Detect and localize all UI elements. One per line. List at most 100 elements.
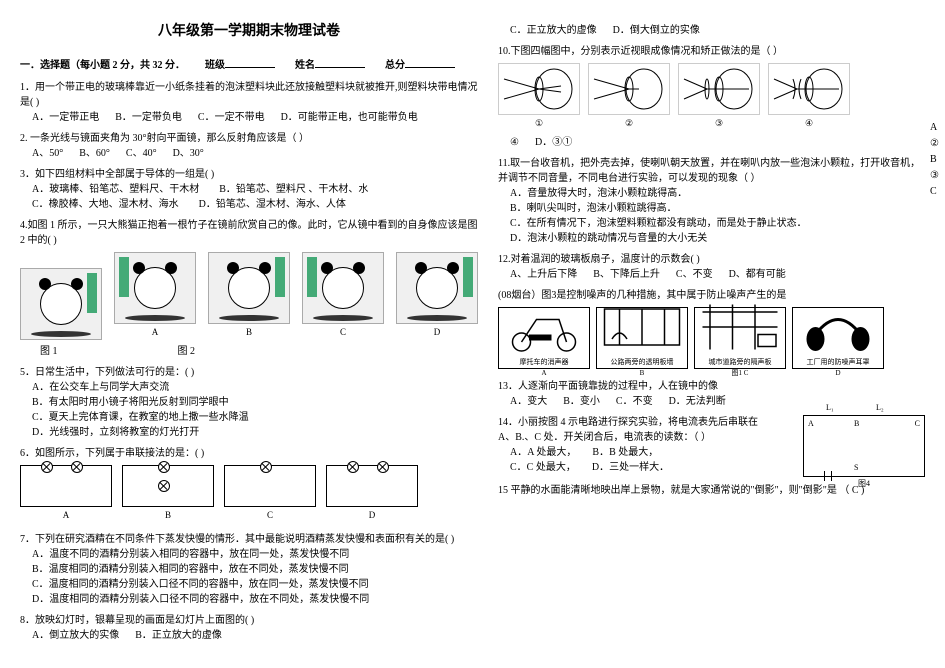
q2-optC: C、40° (126, 146, 157, 161)
eye-4 (768, 63, 850, 115)
q5-optA: A．在公交车上与同学大声交流 (32, 380, 478, 395)
q12-optC: C、不变 (676, 267, 713, 282)
panda-fig1 (20, 268, 102, 340)
fig1-label: 图 1 (40, 344, 58, 359)
q1-optA: A．一定带正电 (32, 110, 99, 125)
road-wall-icon (597, 297, 687, 357)
eye-1 (498, 63, 580, 115)
q7-optB: B．温度相同的酒精分别装入相同的容器中，放在不同处，蒸发快慢不同 (32, 562, 478, 577)
q14-b: B (854, 418, 859, 430)
q14-c: C (915, 418, 920, 430)
q11-optA: A．音量放得大时，泡沫小颗粒跳得高． (510, 186, 925, 201)
circuit-C (224, 465, 316, 507)
q11-optD: D．泡沫小颗粒的跳动情况与音量的大小无关 (510, 231, 925, 246)
class-blank[interactable] (225, 57, 275, 68)
q3-optB: B．铅笔芯、塑料尺 、干木材、水 (219, 184, 368, 195)
side-B: B (930, 152, 939, 168)
question-5: 5．日常生活中，下列做法可行的是：( ) A．在公交车上与同学大声交流 B．有太… (20, 365, 478, 440)
q7-optD: D．温度相同的酒精分别装入口径不同的容器中，放在不同处，蒸发快慢不同 (32, 592, 478, 607)
q4-labelA: A (114, 326, 196, 340)
q10-opt-4: ④ (510, 135, 519, 150)
noise-labelB-text: 公路两旁的透明板墙 (611, 358, 674, 366)
q14-optC: C．C 处最大， (510, 460, 576, 475)
q6-labelA: A (20, 509, 112, 523)
eye-2 (588, 63, 670, 115)
q4-text: 4.如图 1 所示，一只大熊猫正抱着一根竹子在镜前欣赏自己的像。此时，它从镜中看… (20, 218, 478, 248)
question-3: 3．如下四组材料中全部属于导体的一组是( ) A．玻璃棒、铅笔芯、塑料尺、干木材… (20, 167, 478, 212)
question-8: 8．放映幻灯时，银幕呈现的画面是幻灯片上面图的( ) A．倒立放大的实像 B．正… (20, 613, 478, 643)
panda-optC (302, 252, 384, 324)
q5-optD: D．光线强时，立刻将教室的灯光打开 (32, 425, 478, 440)
q7-text: 7．下列在研究酒精在不同条件下蒸发快慢的情形．其中最能说明酒精蒸发快慢和表面积有… (20, 532, 478, 547)
q13-optB: B．变小 (563, 394, 600, 409)
q14-l1: L₁ (826, 402, 834, 414)
eye-label-4: ④ (768, 117, 850, 131)
q2-optD: D、30° (173, 146, 204, 161)
q14-l2: L₂ (876, 402, 884, 414)
exam-title: 八年级第一学期期末物理试卷 (20, 20, 478, 40)
q3-text: 3．如下四组材料中全部属于导体的一组是( ) (20, 167, 478, 182)
question-4: 4.如图 1 所示，一只大熊猫正抱着一根竹子在镜前欣赏自己的像。此时，它从镜中看… (20, 218, 478, 359)
left-column: 八年级第一学期期末物理试卷 一．选择题（每小题 2 分，共 32 分． 班级 姓… (20, 20, 478, 648)
noise-labelC-text: 城市道路旁的隔声板 (709, 358, 772, 366)
q10-text: 10.下图四幅图中，分别表示近视眼成像情况和矫正做法的是（ ） (498, 44, 925, 59)
noise-fig: 图1 (732, 369, 743, 377)
q2-optA: A、50° (32, 146, 63, 161)
question-10: 10.下图四幅图中，分别表示近视眼成像情况和矫正做法的是（ ） ① ② ③ (498, 44, 925, 150)
q11-text: 11.取一台收音机，把外壳去掉，使喇叭朝天放置，并在喇叭内放一些泡沫小颗粒，打开… (498, 156, 925, 186)
side-3: ③ (930, 168, 939, 184)
q3-optC: C．橡胶棒、大地、湿木材、海水 (32, 199, 179, 210)
question-1: 1．用一个带正电的玻璃棒靠近一小纸条挂着的泡沫塑料块此还放接触塑料块就被推开,则… (20, 80, 478, 125)
panda-image-row: A B C D (20, 252, 478, 340)
q2-optB: B、60° (79, 146, 110, 161)
q1-text: 1．用一个带正电的玻璃棒靠近一小纸条挂着的泡沫塑料块此还放接触塑料块就被推开,则… (20, 80, 478, 110)
question-12: 12.对着温润的玻璃板扇子，温度计的示数会( ) A、上升后下降 B、下降后上升… (498, 252, 925, 282)
name-blank[interactable] (315, 57, 365, 68)
q5-text: 5．日常生活中，下列做法可行的是：( ) (20, 365, 478, 380)
q3-optD: D．铅笔芯、湿木材、海水、人体 (199, 199, 346, 210)
q4-labelC: C (302, 326, 384, 340)
circuit-D (326, 465, 418, 507)
question-6: 6．如图所示，下列属于串联接法的是：( ) A B (20, 446, 478, 527)
q6-labelC: C (224, 509, 316, 523)
q1-optC: C．一定不带电 (198, 110, 265, 125)
noise-labelA-text: 摩托车的消声器 (520, 358, 569, 366)
name-label: 姓名 (295, 60, 315, 71)
panda-optD (396, 252, 478, 324)
noise-B: 公路两旁的透明板墙 B (596, 307, 688, 369)
q12-text: 12.对着温润的玻璃板扇子，温度计的示数会( ) (498, 252, 925, 267)
noise-labelD: D (835, 368, 840, 379)
score-blank[interactable] (405, 57, 455, 68)
q13-optA: A．变大 (510, 394, 547, 409)
q12-optB: B、下降后上升 (593, 267, 660, 282)
q8-optD: D．倒大倒立的实像 (613, 23, 700, 38)
q10-optD: D．③① (535, 135, 572, 150)
q10-side-letters: A ② B ③ C (930, 120, 939, 200)
section-heading: 一．选择题（每小题 2 分，共 32 分． (20, 56, 185, 71)
q13-optD: D．无法判断 (669, 394, 726, 409)
q5-optC: C．夏天上完体育课，在教室的地上撒一些水降温 (32, 410, 478, 425)
score-label: 总分 (385, 60, 405, 71)
question-14: L₁ L₂ A B C S 图4 14．小丽按图 4 示电路进行探究实验，将电流… (498, 415, 925, 477)
eye-label-3: ③ (678, 117, 760, 131)
earmuff-icon (793, 297, 883, 357)
q6-labelB: B (122, 509, 214, 523)
eye-diagrams: ① ② ③ ④ (498, 63, 925, 131)
noise-labelB: B (640, 368, 645, 379)
q8-optC: C．正立放大的虚像 (510, 23, 597, 38)
q1-optD: D．可能带正电，也可能带负电 (281, 110, 418, 125)
q11-optB: B．喇叭尖叫时，泡沫小颗粒跳得高． (510, 201, 925, 216)
circuit-A (20, 465, 112, 507)
q14-a: A (808, 418, 814, 430)
noise-labelC: C (744, 369, 749, 377)
circuit-B (122, 465, 214, 507)
q5-optB: B．有太阳时用小镜子将阳光反射到同学眼中 (32, 395, 478, 410)
noise-diagrams: 摩托车的消声器 A 公路两旁的透明板墙 B 城市道路旁的隔声板 图1 C (498, 307, 925, 369)
q14-optD: D．三处一样大． (592, 460, 669, 475)
noise-labelA: A (541, 368, 546, 379)
panda-optB (208, 252, 290, 324)
q1-optB: B．一定带负电 (115, 110, 182, 125)
section-1-header: 一．选择题（每小题 2 分，共 32 分． 班级 姓名 总分 (20, 56, 478, 71)
q6-labelD: D (326, 509, 418, 523)
circuit-diagrams: A B C D (20, 465, 478, 523)
